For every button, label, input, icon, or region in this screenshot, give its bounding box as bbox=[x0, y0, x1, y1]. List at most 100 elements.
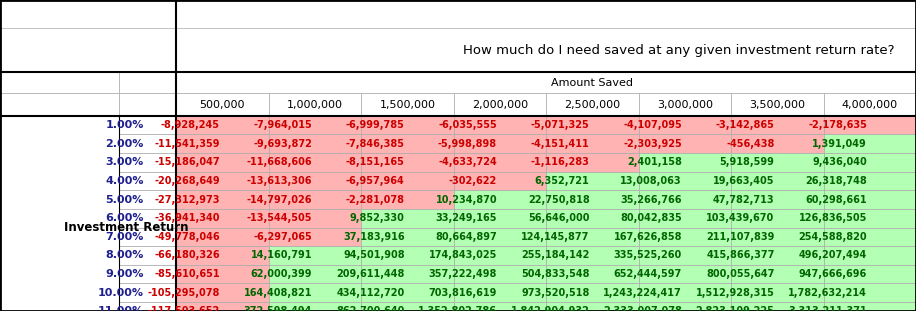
Text: -85,610,651: -85,610,651 bbox=[154, 269, 220, 279]
Bar bbox=[731, 172, 823, 190]
Text: 2,333,007,078: 2,333,007,078 bbox=[604, 306, 682, 311]
Text: 60,298,661: 60,298,661 bbox=[805, 195, 867, 205]
Bar bbox=[731, 265, 823, 283]
Bar bbox=[119, 283, 176, 302]
Bar bbox=[731, 246, 823, 265]
Bar bbox=[731, 93, 823, 116]
Bar bbox=[638, 209, 731, 228]
Text: -11,541,359: -11,541,359 bbox=[154, 139, 220, 149]
Text: 1,000,000: 1,000,000 bbox=[287, 100, 343, 109]
Bar bbox=[731, 283, 823, 302]
Text: 255,184,142: 255,184,142 bbox=[521, 250, 590, 260]
Bar bbox=[176, 302, 268, 311]
Text: 6,352,721: 6,352,721 bbox=[535, 176, 590, 186]
Text: -2,281,078: -2,281,078 bbox=[345, 195, 405, 205]
Bar bbox=[361, 172, 453, 190]
Text: 13,008,063: 13,008,063 bbox=[620, 176, 682, 186]
Text: 372,598,494: 372,598,494 bbox=[244, 306, 312, 311]
Bar bbox=[119, 72, 176, 93]
Bar bbox=[823, 116, 916, 134]
Bar bbox=[119, 246, 176, 265]
Text: -15,186,047: -15,186,047 bbox=[154, 157, 220, 167]
Text: -13,613,306: -13,613,306 bbox=[246, 176, 312, 186]
Bar bbox=[731, 190, 823, 209]
Text: -4,107,095: -4,107,095 bbox=[623, 120, 682, 130]
Bar bbox=[823, 246, 916, 265]
Bar bbox=[119, 172, 176, 190]
Bar bbox=[823, 283, 916, 302]
Text: -8,928,245: -8,928,245 bbox=[160, 120, 220, 130]
Text: 2,823,109,225: 2,823,109,225 bbox=[695, 306, 775, 311]
Bar bbox=[823, 153, 916, 172]
Bar bbox=[638, 153, 731, 172]
Bar bbox=[176, 265, 268, 283]
Bar bbox=[638, 283, 731, 302]
Text: 434,112,720: 434,112,720 bbox=[336, 288, 405, 298]
Text: 103,439,670: 103,439,670 bbox=[706, 213, 775, 223]
Text: -11,668,606: -11,668,606 bbox=[246, 157, 312, 167]
Text: 4,000,000: 4,000,000 bbox=[842, 100, 898, 109]
Bar bbox=[546, 116, 638, 134]
Bar bbox=[638, 93, 731, 116]
Bar bbox=[823, 265, 916, 283]
Bar bbox=[361, 283, 453, 302]
Text: 14,160,791: 14,160,791 bbox=[251, 250, 312, 260]
Text: 1,243,224,417: 1,243,224,417 bbox=[604, 288, 682, 298]
Bar bbox=[176, 228, 268, 246]
Text: 37,183,916: 37,183,916 bbox=[343, 232, 405, 242]
Text: -6,999,785: -6,999,785 bbox=[345, 120, 405, 130]
Bar bbox=[176, 72, 916, 93]
Bar bbox=[638, 116, 731, 134]
Bar bbox=[0, 72, 119, 93]
Bar bbox=[731, 153, 823, 172]
Bar bbox=[546, 246, 638, 265]
Text: -2,303,925: -2,303,925 bbox=[623, 139, 682, 149]
Text: 47,782,713: 47,782,713 bbox=[713, 195, 775, 205]
Text: -20,268,649: -20,268,649 bbox=[154, 176, 220, 186]
Text: 167,626,858: 167,626,858 bbox=[614, 232, 682, 242]
Bar bbox=[453, 116, 546, 134]
Bar bbox=[546, 228, 638, 246]
Bar bbox=[546, 153, 638, 172]
Bar bbox=[119, 116, 176, 134]
Bar bbox=[638, 172, 731, 190]
Bar bbox=[268, 134, 361, 153]
Bar bbox=[546, 265, 638, 283]
Bar bbox=[453, 302, 546, 311]
Text: 209,611,448: 209,611,448 bbox=[336, 269, 405, 279]
Text: 504,833,548: 504,833,548 bbox=[521, 269, 590, 279]
Bar bbox=[119, 265, 176, 283]
Bar bbox=[176, 283, 268, 302]
Bar bbox=[453, 172, 546, 190]
Bar bbox=[176, 172, 268, 190]
Bar bbox=[176, 116, 268, 134]
Text: 4.00%: 4.00% bbox=[105, 176, 144, 186]
Text: 8.00%: 8.00% bbox=[105, 250, 144, 260]
Bar bbox=[638, 246, 731, 265]
Bar bbox=[176, 134, 268, 153]
Text: 5,918,599: 5,918,599 bbox=[720, 157, 775, 167]
Bar bbox=[119, 134, 176, 153]
Text: 6.00%: 6.00% bbox=[105, 213, 144, 223]
Text: -6,957,964: -6,957,964 bbox=[346, 176, 405, 186]
Text: 62,000,399: 62,000,399 bbox=[251, 269, 312, 279]
Text: 126,836,505: 126,836,505 bbox=[799, 213, 867, 223]
Text: -7,846,385: -7,846,385 bbox=[345, 139, 405, 149]
Text: -8,151,165: -8,151,165 bbox=[345, 157, 405, 167]
Bar bbox=[361, 302, 453, 311]
Text: 415,866,377: 415,866,377 bbox=[706, 250, 775, 260]
Text: Amount Saved: Amount Saved bbox=[551, 78, 633, 88]
Text: 1,512,928,315: 1,512,928,315 bbox=[695, 288, 775, 298]
Bar bbox=[546, 134, 638, 153]
Bar bbox=[546, 302, 638, 311]
Bar bbox=[823, 172, 916, 190]
Bar bbox=[119, 153, 176, 172]
Bar bbox=[638, 265, 731, 283]
Bar bbox=[268, 209, 361, 228]
Bar bbox=[546, 209, 638, 228]
Bar bbox=[453, 209, 546, 228]
Bar bbox=[823, 209, 916, 228]
Bar bbox=[268, 228, 361, 246]
Bar bbox=[361, 153, 453, 172]
Text: -6,297,065: -6,297,065 bbox=[254, 232, 312, 242]
